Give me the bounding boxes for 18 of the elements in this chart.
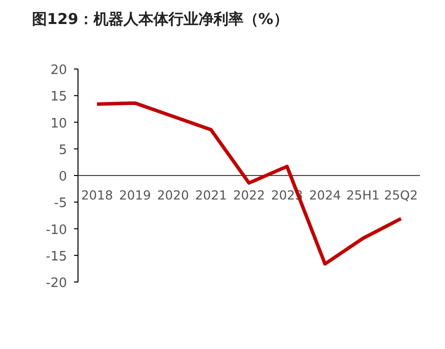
y-tick-label: 20 (50, 63, 67, 78)
x-tick-label: 2022 (233, 188, 265, 202)
y-tick-label: 15 (50, 90, 67, 105)
x-tick-label: 25Q2 (384, 188, 418, 202)
y-tick-label: 5 (58, 142, 67, 158)
x-tick-label: 2020 (157, 188, 189, 202)
y-tick-label: -20 (46, 276, 67, 291)
y-tick-label: 10 (50, 116, 67, 132)
x-tick-label: 2024 (309, 188, 341, 202)
y-tick-label: -15 (46, 249, 67, 264)
x-tick-label: 2021 (195, 188, 227, 202)
y-tick-label: -5 (54, 196, 67, 212)
x-tick-label: 25H1 (346, 188, 380, 202)
y-tick-label: 0 (58, 170, 67, 184)
chart-title: 图129：机器人本体行业净利率（%） (32, 10, 288, 28)
y-tick-label: -10 (46, 222, 67, 238)
x-tick-label: 2018 (81, 188, 113, 202)
x-tick-label: 2019 (119, 188, 151, 202)
